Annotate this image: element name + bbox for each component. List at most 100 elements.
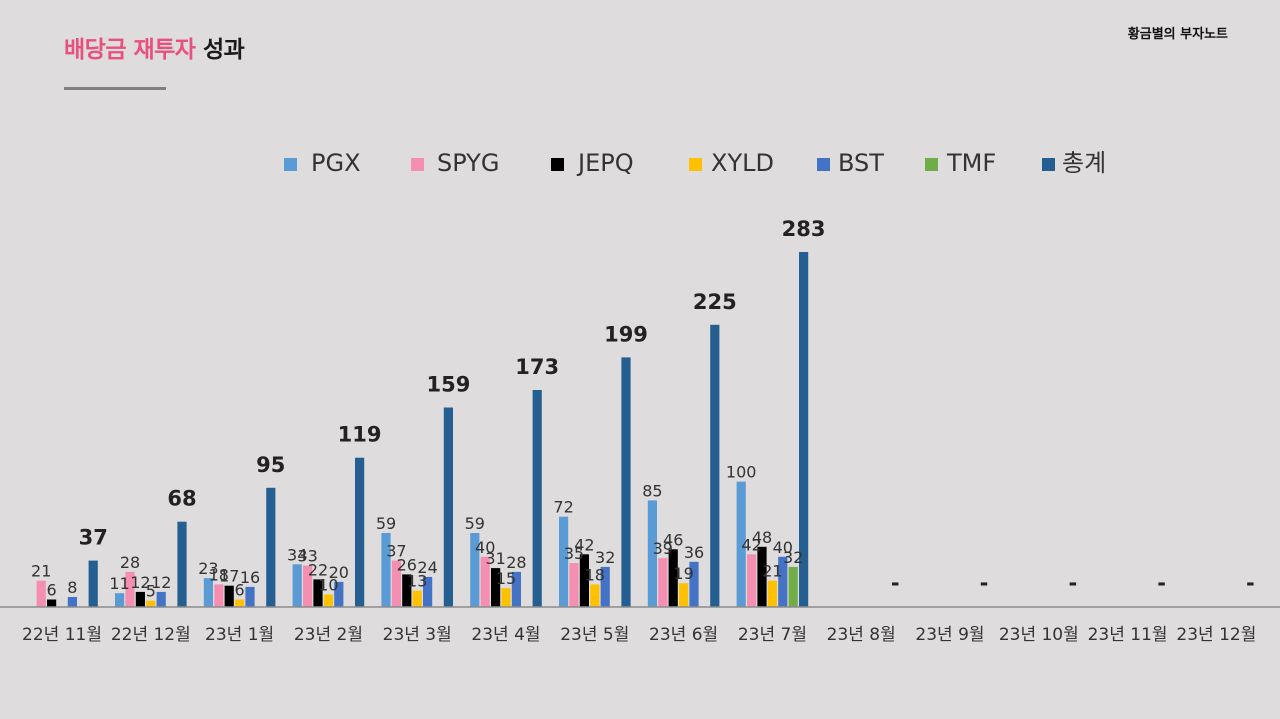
- value-label-총계-0: 37: [79, 526, 108, 550]
- bar-jepq-0: [47, 599, 57, 607]
- bar-bst-5: [511, 571, 521, 607]
- bar-pgx-7: [647, 500, 657, 607]
- value-label-bst-1: 12: [151, 573, 171, 592]
- x-tick-label-0: 22년 11월: [22, 625, 102, 645]
- legend-label-총계: 총계: [1062, 149, 1106, 177]
- legend-swatch-bst: [817, 158, 830, 171]
- bar-jepq-2: [224, 585, 234, 607]
- legend-swatch-총계: [1042, 158, 1055, 171]
- bar-xyld-6: [590, 584, 600, 607]
- chart-bars: [36, 252, 809, 607]
- bar-xyld-5: [501, 588, 511, 607]
- bar-spyg-5: [480, 556, 490, 607]
- value-label-bst-3: 20: [329, 563, 349, 582]
- value-label-총계-5: 173: [515, 355, 559, 379]
- bar-bst-7: [689, 561, 699, 607]
- value-label-spyg-0: 21: [31, 562, 51, 581]
- bar-spyg-1: [125, 571, 135, 607]
- value-label-spyg-3: 33: [297, 547, 317, 566]
- value-label-bst-6: 32: [595, 548, 615, 567]
- value-label-pgx-7: 85: [642, 481, 662, 500]
- legend-swatch-jepq: [551, 158, 564, 171]
- bar-bst-4: [423, 576, 433, 607]
- x-tick-label-11: 23년 10월: [999, 625, 1079, 645]
- empty-label-12: -: [1157, 571, 1166, 595]
- legend-swatch-tmf: [925, 158, 938, 171]
- bar-pgx-3: [292, 564, 302, 607]
- bar-spyg-2: [214, 584, 224, 607]
- value-label-xyld-3: 10: [318, 576, 338, 595]
- bar-총계-0: [88, 560, 98, 607]
- value-label-xyld-4: 13: [407, 572, 427, 591]
- value-label-xyld-7: 19: [673, 564, 693, 583]
- bar-bst-1: [156, 591, 166, 607]
- value-label-bst-2: 16: [240, 568, 260, 587]
- value-label-pgx-2: 23: [198, 559, 218, 578]
- value-label-jepq-2: 17: [219, 567, 239, 586]
- legend-swatch-xyld: [689, 158, 702, 171]
- value-label-xyld-1: 5: [146, 582, 156, 601]
- bar-spyg-3: [303, 565, 313, 607]
- value-label-pgx-8: 100: [726, 463, 757, 482]
- value-label-spyg-5: 40: [475, 538, 495, 557]
- bar-총계-6: [621, 357, 631, 607]
- bar-spyg-4: [391, 560, 401, 607]
- value-label-spyg-2: 18: [209, 565, 229, 584]
- empty-label-11: -: [1068, 571, 1077, 595]
- empty-label-9: -: [891, 571, 900, 595]
- bar-bst-8: [778, 556, 788, 607]
- legend-label-pgx: PGX: [311, 149, 361, 177]
- value-label-총계-4: 159: [426, 373, 470, 397]
- x-tick-label-10: 23년 9월: [915, 625, 984, 645]
- empty-label-13: -: [1246, 571, 1255, 595]
- x-tick-label-4: 23년 3월: [383, 625, 452, 645]
- bar-spyg-6: [569, 563, 579, 607]
- value-label-xyld-8: 21: [762, 562, 782, 581]
- value-label-spyg-7: 39: [653, 539, 673, 558]
- value-label-pgx-6: 72: [553, 498, 573, 517]
- bar-bst-2: [245, 586, 255, 607]
- bar-bst-3: [334, 581, 344, 607]
- chart-value-labels: 216 8371128125126823181761695343322102011…: [31, 217, 1255, 601]
- legend-swatch-spyg: [411, 158, 424, 171]
- bar-총계-4: [443, 407, 453, 607]
- x-tick-label-5: 23년 4월: [471, 625, 540, 645]
- bar-pgx-5: [470, 533, 480, 607]
- value-label-총계-6: 199: [604, 322, 648, 346]
- value-label-spyg-6: 35: [564, 544, 584, 563]
- bar-bst-0: [67, 597, 77, 607]
- legend-label-jepq: JEPQ: [576, 149, 634, 177]
- value-label-jepq-0: 6: [47, 581, 57, 600]
- x-tick-label-2: 23년 1월: [205, 625, 274, 645]
- value-label-jepq-4: 26: [397, 555, 417, 574]
- value-label-jepq-1: 12: [130, 573, 150, 592]
- page-title: 배당금 재투자 성과: [64, 30, 245, 64]
- x-tick-label-13: 23년 12월: [1176, 625, 1256, 645]
- bar-jepq-3: [313, 579, 323, 607]
- value-label-pgx-3: 34: [287, 545, 307, 564]
- value-label-bst-0: 8: [67, 578, 77, 597]
- x-tick-label-1: 22년 12월: [111, 625, 191, 645]
- value-label-pgx-4: 59: [376, 514, 396, 533]
- bar-spyg-7: [658, 558, 668, 607]
- bar-총계-1: [177, 521, 187, 607]
- bar-pgx-1: [115, 593, 125, 607]
- x-axis-ticks: 22년 11월 22년 12월 23년 1월 23년 2월 23년 3월 23년 4월 23…: [22, 625, 1256, 645]
- bar-tmf-8: [788, 566, 798, 607]
- value-label-xyld-2: 6: [235, 581, 245, 600]
- value-label-bst-4: 24: [417, 558, 437, 577]
- value-label-총계-1: 68: [167, 487, 196, 511]
- bar-xyld-8: [767, 580, 777, 607]
- legend-label-spyg: SPYG: [437, 149, 499, 177]
- bar-pgx-8: [736, 481, 746, 607]
- value-label-총계-8: 283: [782, 217, 826, 241]
- legend-label-tmf: TMF: [946, 149, 996, 177]
- value-label-pgx-1: 11: [109, 574, 129, 593]
- value-label-xyld-5: 15: [496, 569, 516, 588]
- value-label-spyg-4: 37: [386, 542, 406, 561]
- bar-jepq-1: [135, 591, 145, 607]
- value-label-spyg-8: 42: [741, 535, 761, 554]
- bar-총계-2: [266, 487, 276, 607]
- value-label-spyg-1: 28: [120, 553, 140, 572]
- value-label-jepq-6: 42: [574, 535, 594, 554]
